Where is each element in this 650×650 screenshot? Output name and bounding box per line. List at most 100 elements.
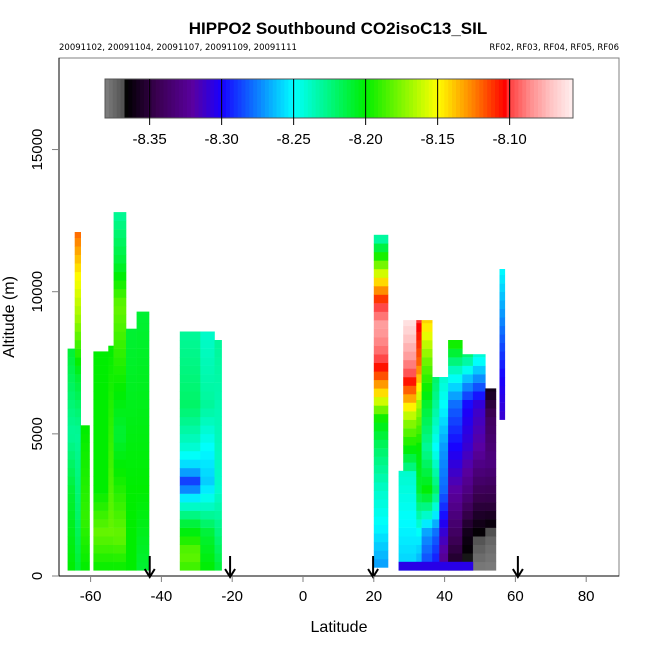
heatmap-cell — [113, 485, 127, 494]
heatmap-cell — [74, 433, 81, 443]
heatmap-cell — [472, 416, 486, 426]
heatmap-cell — [67, 357, 75, 366]
heatmap-cell — [403, 445, 417, 454]
x-tick-label: -60 — [80, 588, 102, 605]
heatmap-cell — [113, 536, 127, 545]
heatmap-column — [448, 340, 463, 571]
heatmap-cell — [179, 357, 201, 366]
heatmap-cell — [74, 416, 81, 426]
heatmap-cell — [67, 510, 75, 520]
heatmap-cell — [416, 510, 422, 520]
colorbar-segment — [303, 79, 309, 118]
heatmap-cell — [200, 374, 215, 383]
heatmap-column — [398, 470, 417, 571]
heatmap-cell — [136, 519, 150, 528]
heatmap-cell — [200, 442, 215, 452]
colorbar-segment — [124, 79, 129, 118]
heatmap-cell — [373, 431, 389, 440]
heatmap-column — [67, 348, 75, 571]
colorbar-segment — [452, 79, 457, 118]
heatmap-cell — [448, 536, 463, 545]
heatmap-cell — [421, 382, 433, 392]
heatmap-cell — [113, 561, 127, 571]
colorbar-segment — [206, 79, 211, 118]
heatmap-cell — [373, 405, 389, 415]
heatmap-cell — [421, 408, 433, 418]
colorbar-segment — [444, 79, 449, 118]
heatmap-cell — [67, 450, 75, 460]
heatmap-cell — [416, 323, 422, 332]
heatmap-cell — [462, 357, 474, 366]
heatmap-cell — [80, 450, 90, 460]
heatmap-cell — [439, 493, 449, 503]
flight-arrow — [224, 556, 236, 579]
colorbar-segment — [331, 79, 336, 118]
heatmap-cell — [462, 485, 474, 494]
heatmap-cell — [113, 553, 127, 563]
colorbar-segment — [144, 79, 149, 118]
heatmap-cell — [416, 391, 422, 400]
colorbar-segment — [323, 79, 328, 118]
heatmap-cell — [499, 300, 506, 309]
heatmap-cell — [416, 331, 422, 341]
heatmap-cell — [448, 519, 463, 528]
heatmap-cell — [398, 493, 417, 503]
heatmap-cell — [439, 553, 449, 563]
heatmap-cell — [200, 510, 215, 520]
heatmap-cell — [448, 408, 463, 418]
heatmap-cell — [74, 382, 81, 392]
heatmap-cell — [74, 232, 81, 238]
heatmap-cell — [214, 553, 222, 563]
heatmap-cell — [93, 553, 109, 563]
heatmap-cell — [373, 507, 389, 517]
heatmap-cell — [485, 459, 497, 469]
heatmap-cell — [373, 448, 389, 457]
colorbar-segment — [487, 79, 492, 118]
heatmap-cell — [93, 527, 109, 537]
heatmap-cell — [200, 391, 215, 400]
heatmap-cell — [67, 416, 75, 426]
colorbar-segment — [140, 79, 145, 118]
heatmap-cell — [432, 476, 440, 486]
heatmap-cell — [432, 527, 440, 537]
heatmap-cell — [80, 561, 90, 571]
colorbar-frame — [104, 78, 574, 119]
heatmap-cell — [373, 482, 389, 491]
heatmap-cell — [126, 331, 137, 341]
heatmap-cell — [214, 476, 222, 486]
heatmap-cell — [448, 493, 463, 503]
x-tick-label: -40 — [151, 588, 173, 605]
heatmap-cell — [472, 485, 486, 494]
heatmap-cell — [373, 422, 389, 432]
heatmap-cell — [373, 260, 389, 270]
heatmap-cell — [126, 416, 137, 426]
heatmap-cell — [214, 493, 222, 503]
colorbar-segment — [120, 79, 125, 118]
colorbar-segment — [483, 79, 488, 118]
heatmap-cell — [80, 468, 90, 477]
colorbar-tick-label: -8.35 — [133, 131, 167, 148]
x-tick-label: 0 — [299, 588, 307, 605]
heatmap-cell — [432, 536, 440, 545]
heatmap-cell — [113, 382, 127, 392]
heatmap-cell — [373, 337, 389, 346]
colorbar-segment — [502, 79, 508, 118]
heatmap-column — [416, 320, 422, 571]
heatmap-cell — [214, 450, 222, 460]
heatmap-cell — [462, 527, 474, 537]
heatmap-cell — [113, 365, 127, 375]
heatmap-cell — [416, 320, 422, 324]
colorbar-segment — [300, 79, 305, 118]
heatmap-cell — [80, 536, 90, 545]
colorbar-segment — [378, 79, 383, 118]
heatmap-cell — [448, 476, 463, 486]
heatmap-cell — [373, 379, 389, 389]
heatmap-cell — [373, 413, 389, 423]
heatmap-cell — [108, 459, 114, 469]
heatmap-cell — [499, 342, 506, 352]
colorbar-segment — [561, 79, 566, 118]
heatmap-cell — [200, 468, 215, 477]
colorbar-segment — [557, 79, 562, 118]
heatmap-cell — [93, 391, 109, 400]
